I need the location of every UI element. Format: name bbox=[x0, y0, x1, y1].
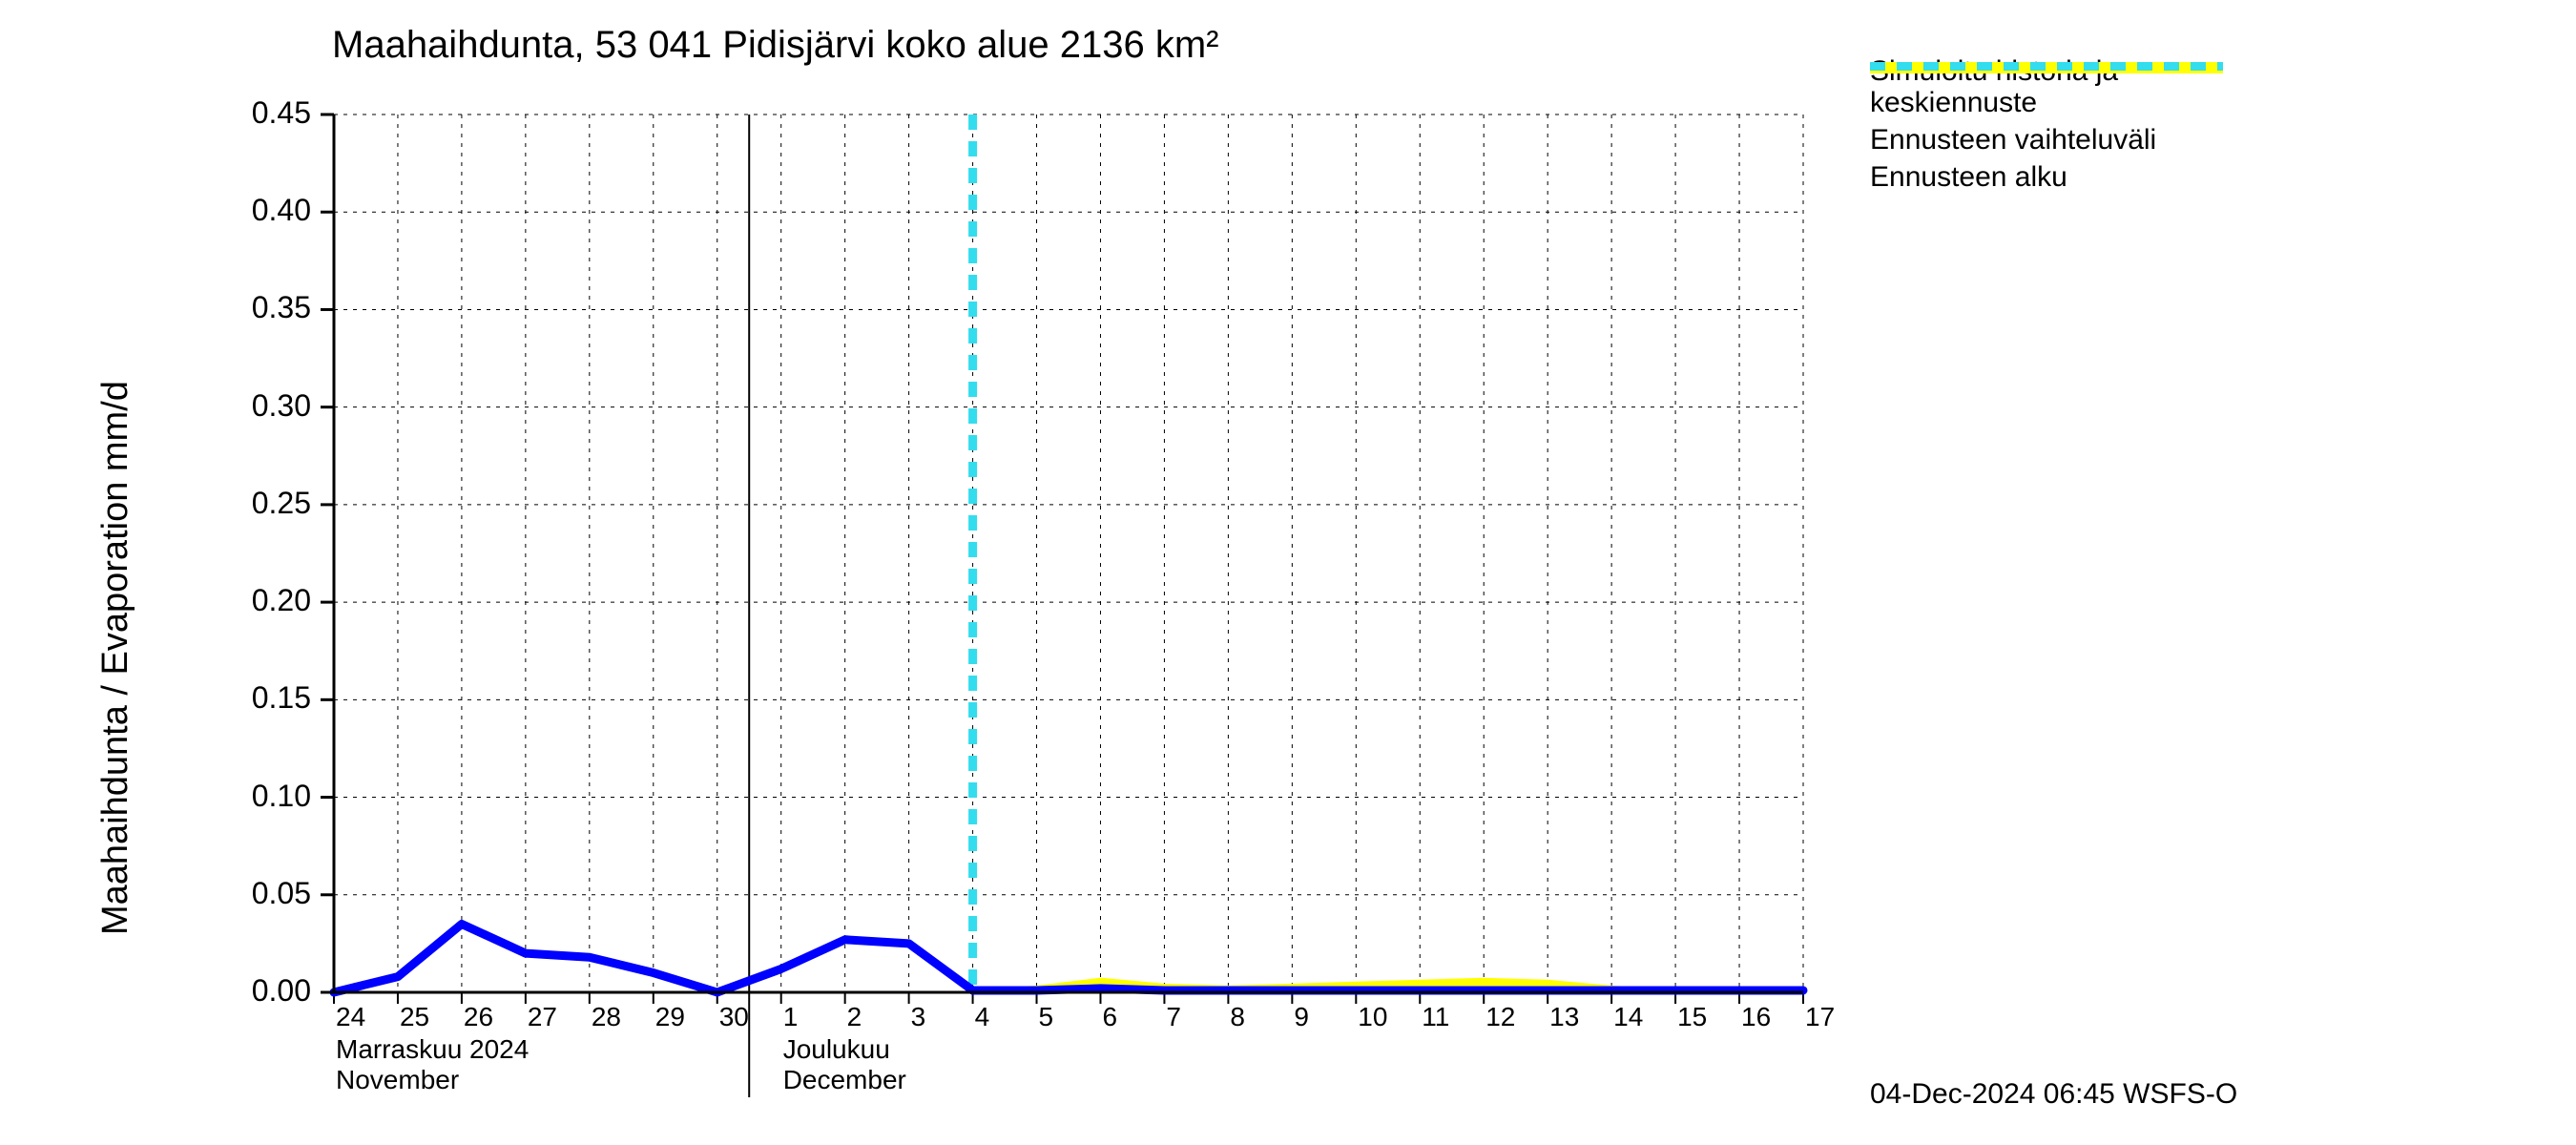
x-tick-day: 6 bbox=[1102, 1002, 1117, 1032]
x-tick-day: 25 bbox=[400, 1002, 429, 1032]
y-tick: 0.35 bbox=[252, 290, 311, 325]
x-tick-day: 13 bbox=[1549, 1002, 1579, 1032]
x-tick-day: 8 bbox=[1230, 1002, 1245, 1032]
x-tick-day: 9 bbox=[1294, 1002, 1309, 1032]
y-tick: 0.15 bbox=[252, 680, 311, 716]
x-month-label: Marraskuu 2024November bbox=[336, 1034, 529, 1095]
timestamp: 04-Dec-2024 06:45 WSFS-O bbox=[1870, 1078, 2237, 1111]
chart-svg bbox=[0, 0, 2576, 1145]
x-tick-day: 2 bbox=[847, 1002, 862, 1032]
x-tick-day: 15 bbox=[1677, 1002, 1707, 1032]
x-tick-day: 14 bbox=[1613, 1002, 1643, 1032]
y-tick: 0.25 bbox=[252, 486, 311, 521]
x-tick-day: 1 bbox=[783, 1002, 799, 1032]
legend-label: Ennusteen vaihteluväli bbox=[1870, 124, 2156, 156]
y-tick: 0.10 bbox=[252, 779, 311, 814]
x-tick-day: 27 bbox=[528, 1002, 557, 1032]
x-tick-day: 29 bbox=[655, 1002, 685, 1032]
legend-item: Ennusteen alku bbox=[1870, 161, 2156, 193]
x-tick-day: 5 bbox=[1039, 1002, 1054, 1032]
y-tick: 0.05 bbox=[252, 876, 311, 911]
y-tick: 0.40 bbox=[252, 193, 311, 228]
x-tick-day: 11 bbox=[1422, 1002, 1449, 1032]
legend-item: Ennusteen vaihteluväli bbox=[1870, 124, 2156, 156]
x-tick-day: 24 bbox=[336, 1002, 365, 1032]
y-tick: 0.00 bbox=[252, 973, 311, 1009]
x-tick-day: 16 bbox=[1741, 1002, 1771, 1032]
x-tick-day: 17 bbox=[1805, 1002, 1835, 1032]
x-tick-day: 3 bbox=[911, 1002, 926, 1032]
legend-swatch bbox=[1870, 59, 2223, 73]
x-tick-day: 12 bbox=[1485, 1002, 1515, 1032]
x-tick-day: 10 bbox=[1358, 1002, 1387, 1032]
x-tick-day: 26 bbox=[464, 1002, 493, 1032]
x-month-label: JoulukuuDecember bbox=[783, 1034, 906, 1095]
y-tick: 0.20 bbox=[252, 583, 311, 618]
x-tick-day: 7 bbox=[1166, 1002, 1181, 1032]
x-tick-day: 30 bbox=[719, 1002, 749, 1032]
y-tick: 0.45 bbox=[252, 95, 311, 131]
legend-label: Ennusteen alku bbox=[1870, 161, 2156, 193]
x-tick-day: 28 bbox=[592, 1002, 621, 1032]
legend: Simuloitu historia jakeskiennusteEnnuste… bbox=[1870, 55, 2156, 198]
chart-container: Maahaihdunta, 53 041 Pidisjärvi koko alu… bbox=[0, 0, 2576, 1145]
y-tick: 0.30 bbox=[252, 388, 311, 424]
x-tick-day: 4 bbox=[975, 1002, 990, 1032]
